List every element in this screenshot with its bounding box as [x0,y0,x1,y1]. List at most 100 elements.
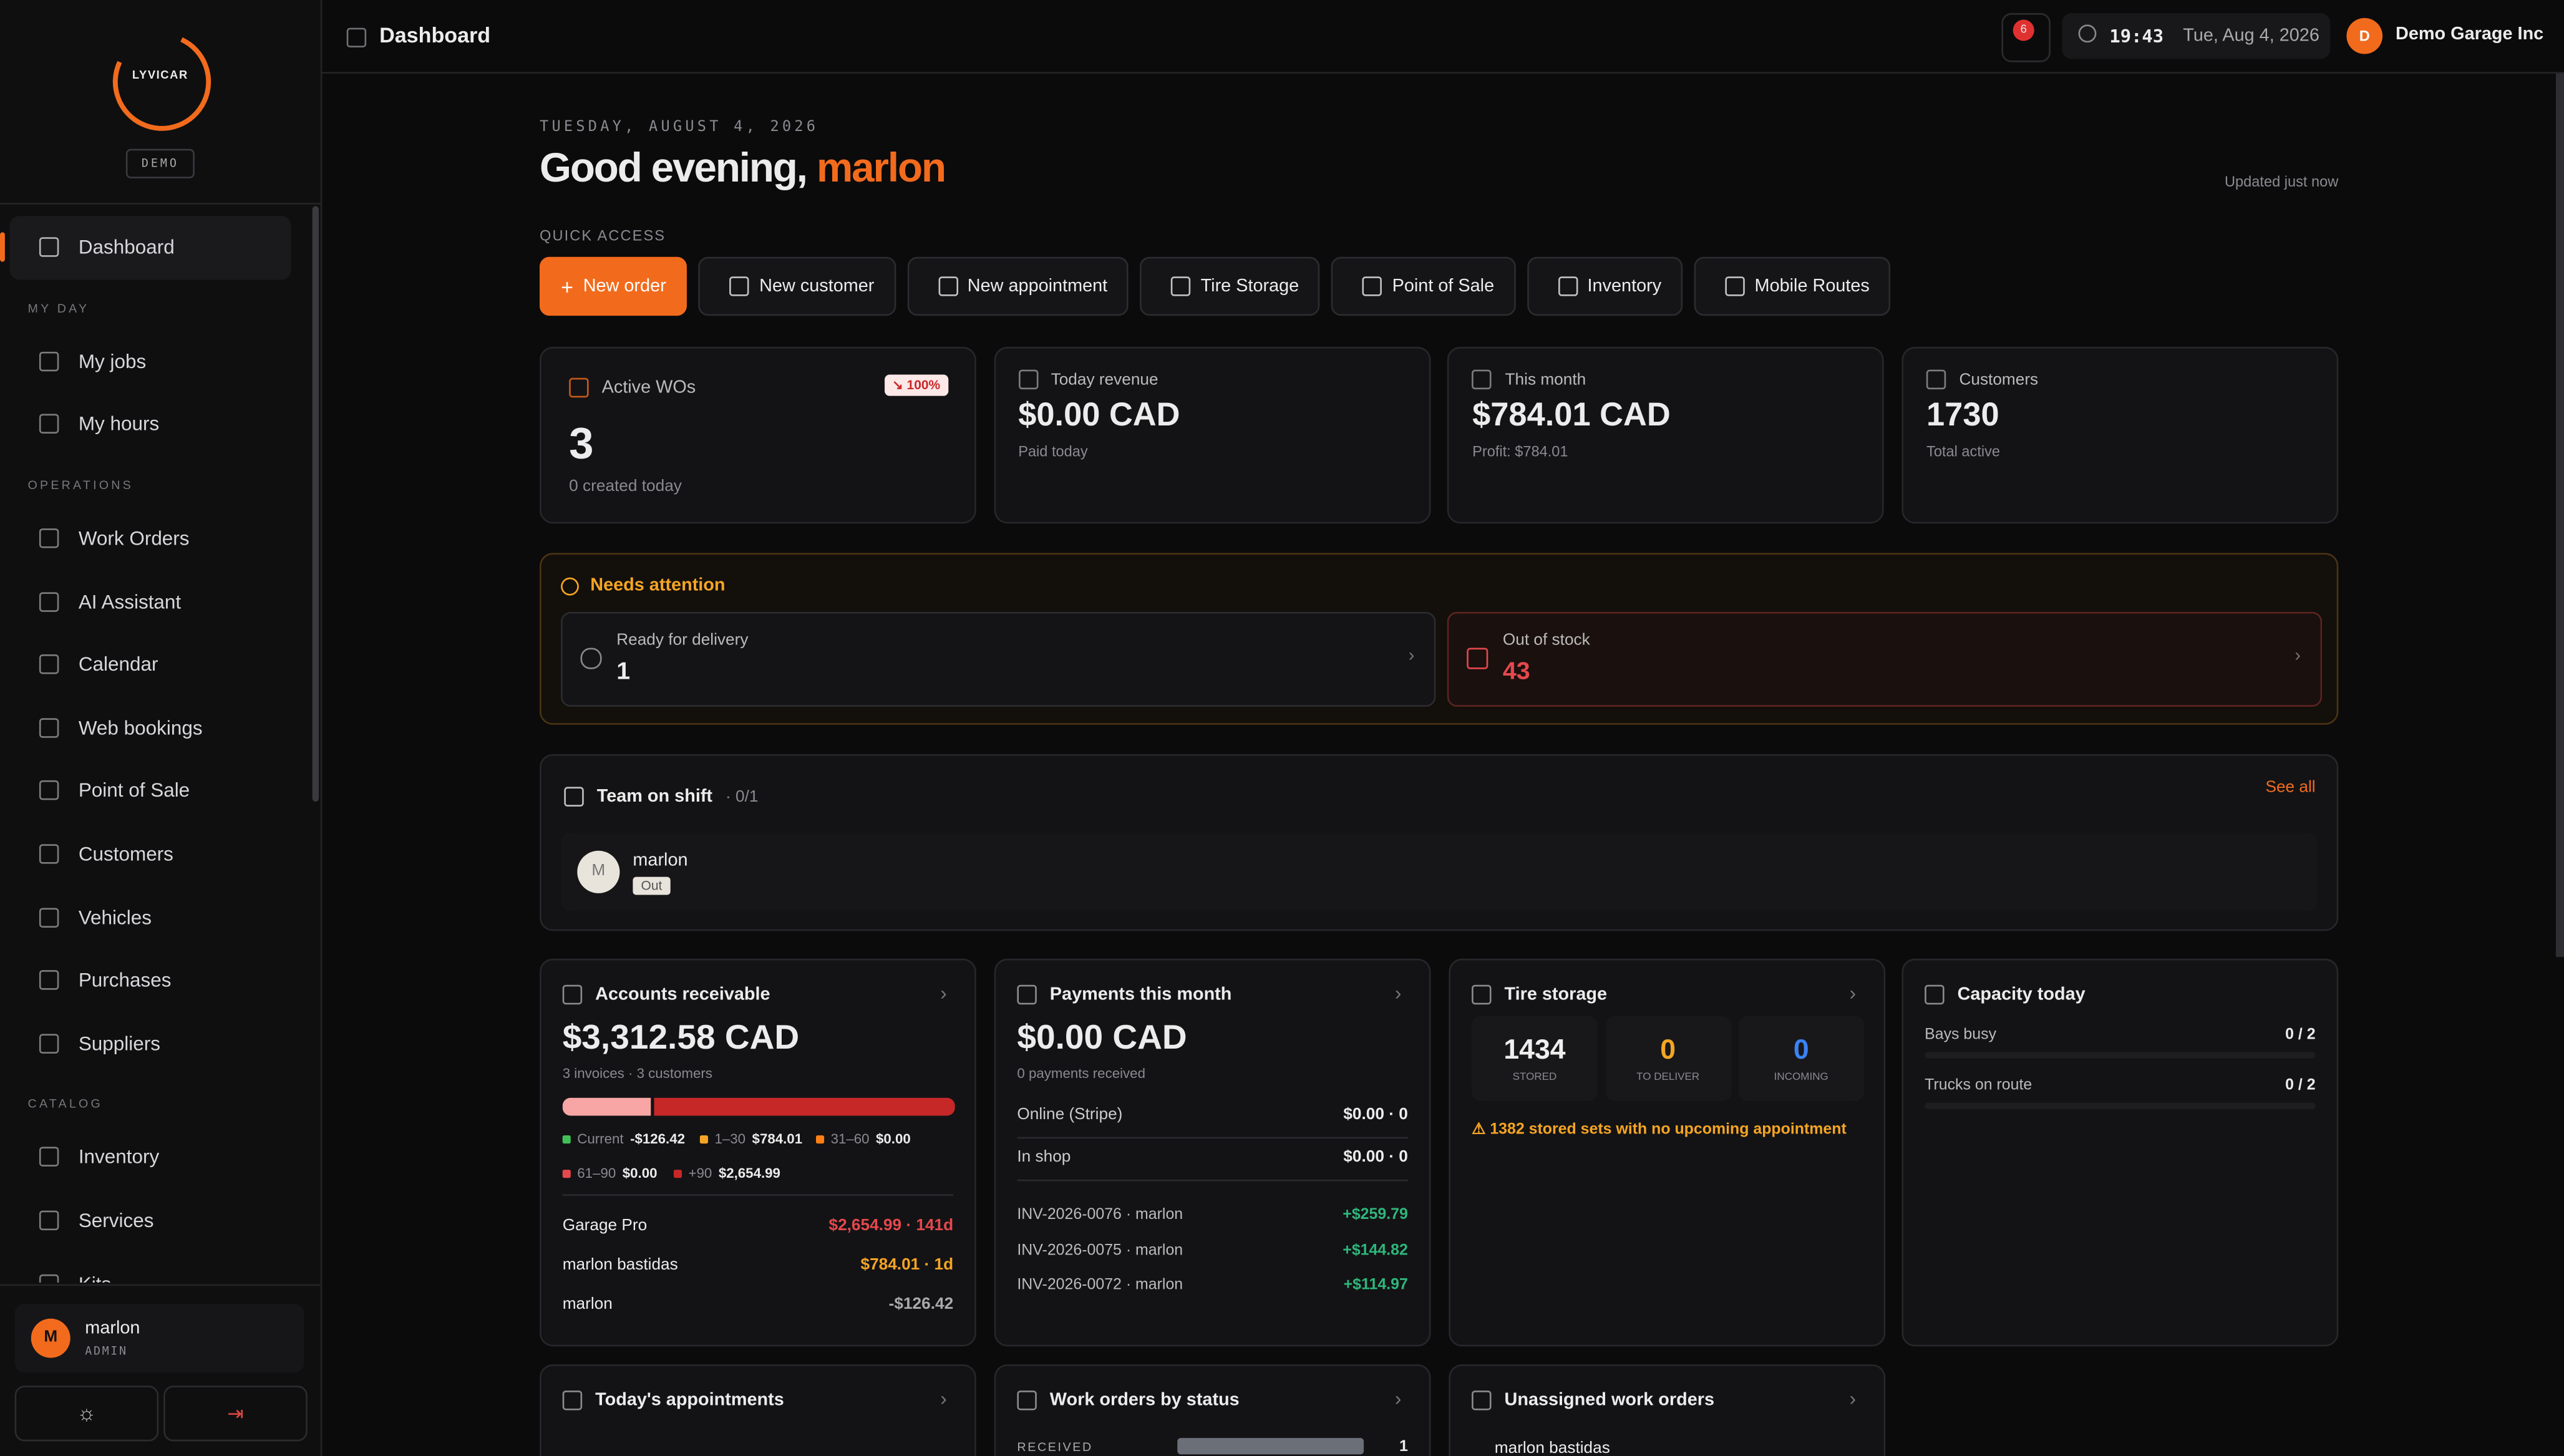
nav-item[interactable]: Web bookings [10,696,291,759]
tire-stat: 0 INCOMING [1738,1016,1865,1101]
card-title: Today's appointments [562,1390,784,1410]
notifications-button[interactable]: 6 [2001,12,2051,62]
ar-value: $784.01 · 1d [860,1256,954,1274]
pay-method: In shop $0.00 · 0 [1017,1138,1408,1182]
ar-row: marlon bastidas $784.01 · 1d [563,1256,953,1274]
nav-text: Inventory [78,1145,160,1169]
attention-item[interactable]: Out of stock 43 › [1447,611,2323,707]
nav-item[interactable]: My hours [10,393,291,456]
stat-header: Customers [1926,369,2039,390]
divider [562,1194,954,1196]
legend-item: +90 $2,654.99 [673,1165,780,1181]
quick-button[interactable]: Mobile Routes [1694,256,1891,316]
logo-ring [99,19,225,145]
quick-button[interactable]: Tire Storage [1140,256,1321,316]
chevron[interactable]: › [940,981,947,1005]
quick-button[interactable]: New appointment [906,256,1129,316]
attention-item[interactable]: Ready for delivery 1 › [561,611,1436,707]
card-title: Capacity today [1925,984,2086,1005]
chevron[interactable]: › [1849,981,1857,1005]
ar-name: marlon bastidas [562,1256,678,1274]
greeting: Good evening, marlon [540,145,946,193]
unassigned-item[interactable]: marlon bastidas [1494,1439,1610,1456]
current-date: TUESDAY, AUGUST 4, 2026 [539,119,819,136]
ar-value: -$126.42 [888,1296,954,1314]
stat-card: Today revenue $0.00 CAD Paid today [993,346,1430,524]
tire-label: STORED [1512,1071,1557,1084]
quick-button[interactable]: New customer [699,256,896,316]
stat-value: 1730 [1926,397,1999,434]
chevron[interactable]: › [1394,1387,1402,1410]
nav-item[interactable]: AI Assistant [10,570,291,633]
icon [580,648,602,669]
nav-item[interactable]: Vehicles [10,886,291,949]
pay-amount: $0.00 CAD [1017,1019,1187,1057]
theme-toggle[interactable]: ☼ [14,1386,159,1442]
nav-item[interactable]: Dashboard [0,216,291,279]
card-title-text: Capacity today [1957,984,2086,1005]
icon: + [561,274,573,299]
user-role: ADMIN [85,1344,128,1358]
nav-item[interactable]: Suppliers [10,1012,291,1075]
chevron[interactable]: › [940,1387,947,1410]
capacity-track [1925,1102,2316,1110]
ar-row: Garage Pro $2,654.99 · 141d [563,1217,953,1235]
quick-button[interactable]: Point of Sale [1331,256,1516,316]
nav-item[interactable]: Customers [10,822,291,885]
ar-value: $2,654.99 · 141d [828,1217,954,1235]
see-all[interactable]: See all [2265,779,2316,797]
divider [0,203,321,205]
invoice-name: INV-2026-0076 · marlon [1017,1205,1183,1224]
legend-value: $0.00 [622,1165,658,1182]
stat-header: Active WOs [569,377,696,398]
nav-item[interactable]: Purchases [10,949,291,1012]
aging-bar [562,1097,955,1116]
tire-warning: ⚠ 1382 stored sets with no upcoming appo… [1472,1120,1847,1139]
nav-item[interactable]: Kits [10,1252,291,1283]
ar-amount: $3,312.58 CAD [562,1019,800,1057]
icon [1472,369,1492,390]
tire-stat: 1434 STORED [1472,1016,1598,1101]
quick-button[interactable]: Inventory [1527,256,1683,316]
icon [39,1210,59,1231]
quick-button[interactable]: + New order [539,256,687,316]
card-title-text: Today's appointments [595,1390,784,1410]
chevron[interactable]: › [1394,981,1402,1005]
bottom-card: Unassigned work orders › marlon bastidas [1449,1364,1886,1456]
icon [1926,369,1946,390]
icon [39,528,59,548]
receivable-card: Accounts receivable › $3,312.58 CAD 3 invoi… [539,958,976,1347]
bottom-card: Work orders by status › RECEIVED 1 [994,1364,1431,1456]
icon [39,907,59,928]
icon [938,276,958,296]
nav-text: Web bookings [78,716,203,740]
legend-dot [562,1134,571,1143]
divider [0,1284,321,1286]
chevron: › [2294,646,2301,666]
nav-item[interactable]: Inventory [10,1126,291,1189]
card-title-text: Work orders by status [1049,1390,1240,1410]
stat-sub: 0 created today [569,477,682,496]
logout-button[interactable]: ⇥ [163,1386,308,1442]
nav-item[interactable]: Services [10,1189,291,1252]
nav-section: CATALOG [27,1096,103,1112]
stat-label: Customers [1959,370,2039,389]
nav-item[interactable]: Point of Sale [10,759,291,822]
nav-item[interactable]: Calendar [10,633,291,696]
user-card[interactable]: M marlon ADMIN [14,1304,304,1373]
icon [39,1147,59,1167]
pay-invoice: INV-2026-0072 · marlon +$114.97 [1017,1276,1407,1294]
button-text: New appointment [967,276,1108,296]
capacity-value: 0 / 2 [2285,1076,2316,1095]
button-text: Point of Sale [1392,276,1495,296]
clock-icon [2078,24,2097,43]
status-value: 1 [1399,1438,1408,1456]
nav-text: Work Orders [78,527,190,550]
nav-item[interactable]: Work Orders [10,507,291,570]
nav-item[interactable]: My jobs [10,330,291,393]
attention-title: Needs attention [561,576,726,596]
org-name[interactable]: Demo Garage Inc [2396,24,2544,44]
chevron[interactable]: › [1849,1387,1857,1410]
tire-storage-card: Tire storage › 1434 STORED 0 TO DELIVER 0 INCOM… [1449,958,1886,1347]
